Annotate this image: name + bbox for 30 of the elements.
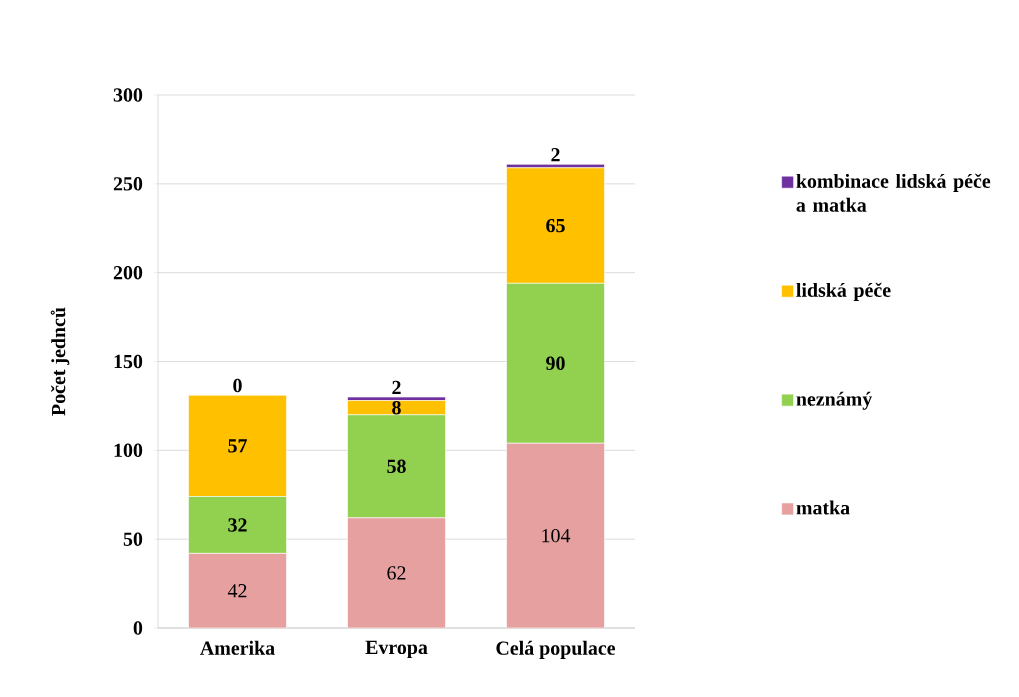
- data-label: 2: [392, 380, 401, 395]
- bar: [347, 517, 446, 628]
- legend-label: lidská péče: [796, 282, 891, 301]
- data-label: 32: [228, 518, 247, 532]
- y-tick-label: 250: [113, 177, 143, 191]
- legend-label: matka: [796, 500, 850, 515]
- data-label: 8: [392, 400, 401, 415]
- legend-label: neznámý: [796, 391, 873, 410]
- data-label: 0: [233, 378, 242, 393]
- bar: [188, 553, 287, 628]
- x-tick-label: Evropa: [365, 640, 428, 659]
- y-axis-title: Počet jednců: [50, 307, 70, 416]
- legend-label: kombinace lidská péče a matka: [796, 173, 991, 212]
- y-tick-label: 100: [114, 443, 143, 458]
- y-tick-label: 300: [113, 88, 143, 102]
- y-tick-label: 150: [114, 354, 143, 369]
- data-label: 2: [551, 148, 560, 162]
- bar: [506, 442, 605, 628]
- y-tick-label: 200: [113, 265, 143, 280]
- y-tick-label: 0: [133, 621, 143, 635]
- x-tick-label: Amerika: [200, 640, 275, 655]
- x-tick-label: Celá populace: [496, 640, 616, 659]
- data-label: 65: [546, 218, 565, 233]
- data-label: 90: [546, 356, 565, 370]
- data-label: 104: [542, 528, 571, 543]
- data-label: 57: [228, 439, 247, 453]
- y-tick-label: 50: [123, 532, 143, 546]
- data-label: 62: [387, 566, 406, 580]
- data-label: 42: [227, 584, 247, 598]
- data-label: 58: [387, 459, 406, 474]
